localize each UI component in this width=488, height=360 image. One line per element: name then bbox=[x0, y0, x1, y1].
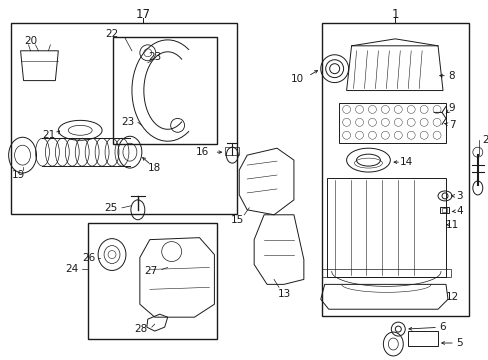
Text: 20: 20 bbox=[24, 36, 37, 46]
Text: 6: 6 bbox=[439, 322, 446, 332]
Text: 15: 15 bbox=[230, 215, 244, 225]
Bar bbox=[11, 23, 237, 214]
Text: 8: 8 bbox=[447, 71, 454, 81]
Text: 7: 7 bbox=[447, 120, 454, 130]
Text: 4: 4 bbox=[456, 206, 462, 216]
Text: 23: 23 bbox=[148, 52, 161, 62]
Text: 25: 25 bbox=[104, 203, 118, 213]
Bar bbox=[441, 208, 446, 212]
Bar bbox=[321, 23, 468, 316]
Bar bbox=[338, 103, 445, 143]
Text: 23: 23 bbox=[122, 117, 135, 127]
Text: 3: 3 bbox=[456, 191, 462, 201]
Text: 18: 18 bbox=[148, 163, 161, 173]
Text: 5: 5 bbox=[456, 338, 462, 348]
Text: 24: 24 bbox=[65, 265, 78, 274]
Text: 11: 11 bbox=[445, 220, 458, 230]
Text: 28: 28 bbox=[134, 324, 147, 334]
Text: 14: 14 bbox=[399, 157, 412, 167]
Text: 9: 9 bbox=[447, 103, 454, 113]
Text: 22: 22 bbox=[105, 29, 119, 39]
Text: 1: 1 bbox=[391, 8, 398, 21]
Bar bbox=[113, 37, 217, 144]
Text: 2: 2 bbox=[481, 135, 488, 145]
Text: 16: 16 bbox=[196, 147, 209, 157]
Text: 27: 27 bbox=[144, 266, 158, 276]
Bar bbox=[439, 207, 448, 213]
Text: 12: 12 bbox=[445, 292, 458, 302]
Bar bbox=[225, 147, 239, 155]
Text: 26: 26 bbox=[81, 252, 95, 262]
Text: 21: 21 bbox=[42, 130, 55, 140]
Bar bbox=[407, 331, 437, 346]
Text: 17: 17 bbox=[135, 8, 150, 21]
Bar bbox=[88, 223, 217, 339]
Text: 10: 10 bbox=[290, 73, 303, 84]
Text: 13: 13 bbox=[277, 289, 290, 299]
Text: 19: 19 bbox=[12, 170, 25, 180]
Bar bbox=[321, 269, 450, 278]
Bar bbox=[326, 178, 445, 278]
